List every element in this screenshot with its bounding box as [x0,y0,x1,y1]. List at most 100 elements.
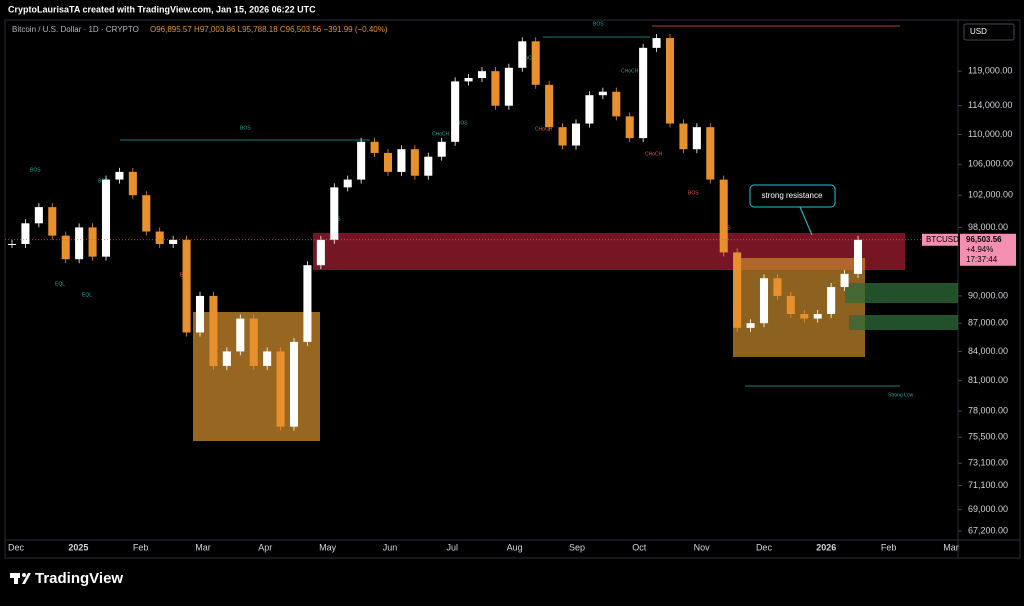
y-tick-label: 78,000.00 [968,405,1008,415]
candle-body [518,41,527,68]
y-tick-label: 69,000.00 [968,504,1008,514]
x-tick-label: Sep [569,542,585,552]
candle-body [706,127,715,180]
candle-body [115,171,124,180]
x-tick-label: Dec [8,542,25,552]
symbol-tag [922,233,958,246]
chart-frame [4,19,1021,559]
candle-body [733,252,742,328]
y-tick-label: 90,000.00 [968,290,1008,300]
candle-body [410,149,419,176]
price-tag-countdown: 17:37:44 [966,255,998,264]
price-tag-change: +4.94% [966,245,993,254]
candle-body [61,235,70,260]
candle-body [477,71,487,78]
candle-body [531,41,540,85]
y-tick-label: 102,000.00 [968,190,1013,200]
x-tick-label: Oct [632,542,647,552]
candle-body [195,295,205,333]
candle-body [853,239,863,274]
candle-body [101,179,111,257]
candle-body [746,323,755,328]
candle-body [142,195,151,232]
y-tick-label: 114,000.00 [968,100,1012,110]
candle-body [249,318,258,366]
candle-body [719,179,728,253]
callout-text: strong resistance [762,191,823,200]
y-tick-label: 110,000.00 [968,129,1012,139]
candle-body [813,313,822,319]
candle-body [155,231,164,244]
candle-body [276,351,285,427]
y-tick-label: 75,500.00 [968,432,1008,442]
candle-body [827,287,836,314]
y-tick-label: 71,100.00 [968,480,1008,490]
y-tick-label: 81,000.00 [968,375,1008,385]
candle-body [759,278,769,324]
candle-body [263,351,272,366]
candle-body [209,295,218,366]
candle-body [169,239,178,244]
candle-body [625,116,634,139]
candle-body [464,77,473,82]
candle-body [451,81,460,142]
choch-label: CHoCH [535,126,553,132]
x-tick-label: 2026 [816,542,836,552]
choch-label: CHoCH [621,68,639,74]
ohlc-line: O96,895.57 H97,003.86 L95,788.18 C96,503… [150,25,388,34]
range-box [733,258,865,357]
x-tick-label: 2025 [68,542,88,552]
y-tick-label: 84,000.00 [968,346,1008,356]
choch-label: CHoCH [432,131,450,137]
x-tick-label: May [319,542,337,552]
currency[interactable]: USD [970,27,987,36]
currency-box[interactable] [963,23,1015,41]
y-tick-label: 73,100.00 [968,458,1008,468]
candle-body [424,156,433,176]
candle-body [652,38,661,48]
candle-body [692,127,701,150]
x-tick-label: Mar [943,542,959,552]
candle-body [303,265,312,342]
bos-label: BOS [593,21,604,27]
candle-body [585,95,594,124]
bos-label: BOS [240,125,251,131]
candle-body [840,273,849,288]
candle-body [316,239,325,266]
candle-body [612,91,621,117]
x-tick-label: Feb [133,542,149,552]
candle-body [437,141,446,157]
callout-box [749,184,836,208]
x-tick-label: Mar [195,542,211,552]
candle-body [545,84,554,128]
candle-body [21,223,30,244]
candle-body [504,67,513,106]
symbol-tag-text: BTCUSD [926,235,959,244]
candle-body [679,123,688,150]
y-tick-label: 67,200.00 [968,525,1008,535]
candle-body [491,71,500,106]
x-tick-label: Jun [383,542,398,552]
candle-body [665,38,675,124]
footer-brand: TradingView [35,570,123,587]
candle-body [182,239,191,333]
x-tick-label: Apr [258,542,272,552]
candle-body [128,171,137,196]
y-tick-label: 119,000.00 [968,66,1012,76]
footer-logo [10,573,31,584]
candle-body [75,227,84,260]
x-tick-label: Feb [881,542,897,552]
fvg-zone [845,283,958,303]
x-tick-label: Jul [447,542,459,552]
strong-low-label: Strong Low [888,392,914,398]
candle-body [236,318,245,352]
candles [7,34,863,431]
bos-label: BOS [457,120,468,126]
candle-body [571,123,581,146]
x-tick-label: Nov [694,542,711,552]
callout-pointer [799,206,813,236]
candle-body [639,47,648,139]
candle-body [222,351,231,366]
